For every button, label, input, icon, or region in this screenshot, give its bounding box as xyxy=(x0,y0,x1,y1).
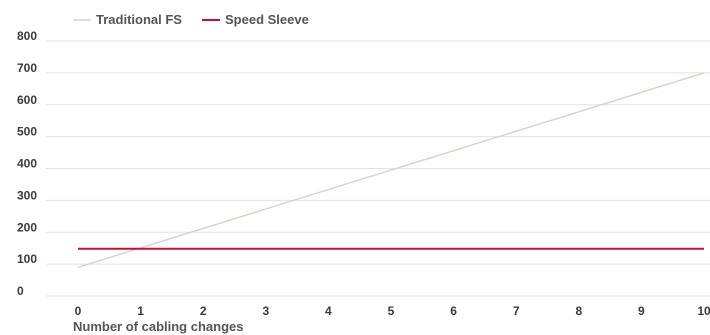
x-tick-label-5: 5 xyxy=(388,304,395,318)
y-tick-label-200: 200 xyxy=(17,220,37,234)
legend-label-speed-sleeve: Speed Sleeve xyxy=(225,12,309,27)
x-tick-label-1: 1 xyxy=(137,304,144,318)
x-tick-label-6: 6 xyxy=(450,304,457,318)
y-tick-label-600: 600 xyxy=(17,93,37,107)
y-tick-label-0: 0 xyxy=(17,284,24,298)
x-tick-label-4: 4 xyxy=(325,304,332,318)
y-tick-label-700: 700 xyxy=(17,61,37,75)
x-axis-title: Number of cabling changes xyxy=(73,319,243,334)
x-tick-label-3: 3 xyxy=(262,304,269,318)
x-tick-label-2: 2 xyxy=(200,304,207,318)
gridlines xyxy=(46,40,710,297)
y-tick-label-300: 300 xyxy=(17,188,37,202)
y-tick-label-800: 800 xyxy=(17,29,37,43)
y-axis-tick-labels: 0 100 200 300 400 500 600 700 800 xyxy=(17,29,37,298)
x-tick-label-8: 8 xyxy=(575,304,582,318)
legend-label-traditional-fs: Traditional FS xyxy=(96,12,182,27)
series-lines xyxy=(77,72,705,268)
series-line-traditional-fs xyxy=(77,72,705,268)
x-axis-tick-labels: 0 1 2 3 4 5 6 7 8 9 10 xyxy=(75,304,710,318)
y-tick-label-100: 100 xyxy=(17,252,37,266)
x-tick-label-0: 0 xyxy=(75,304,82,318)
y-tick-label-500: 500 xyxy=(17,125,37,139)
y-tick-label-400: 400 xyxy=(17,157,37,171)
legend: Traditional FS Speed Sleeve xyxy=(73,12,309,27)
x-tick-label-10: 10 xyxy=(697,304,710,318)
x-tick-label-9: 9 xyxy=(638,304,645,318)
x-tick-label-7: 7 xyxy=(513,304,520,318)
